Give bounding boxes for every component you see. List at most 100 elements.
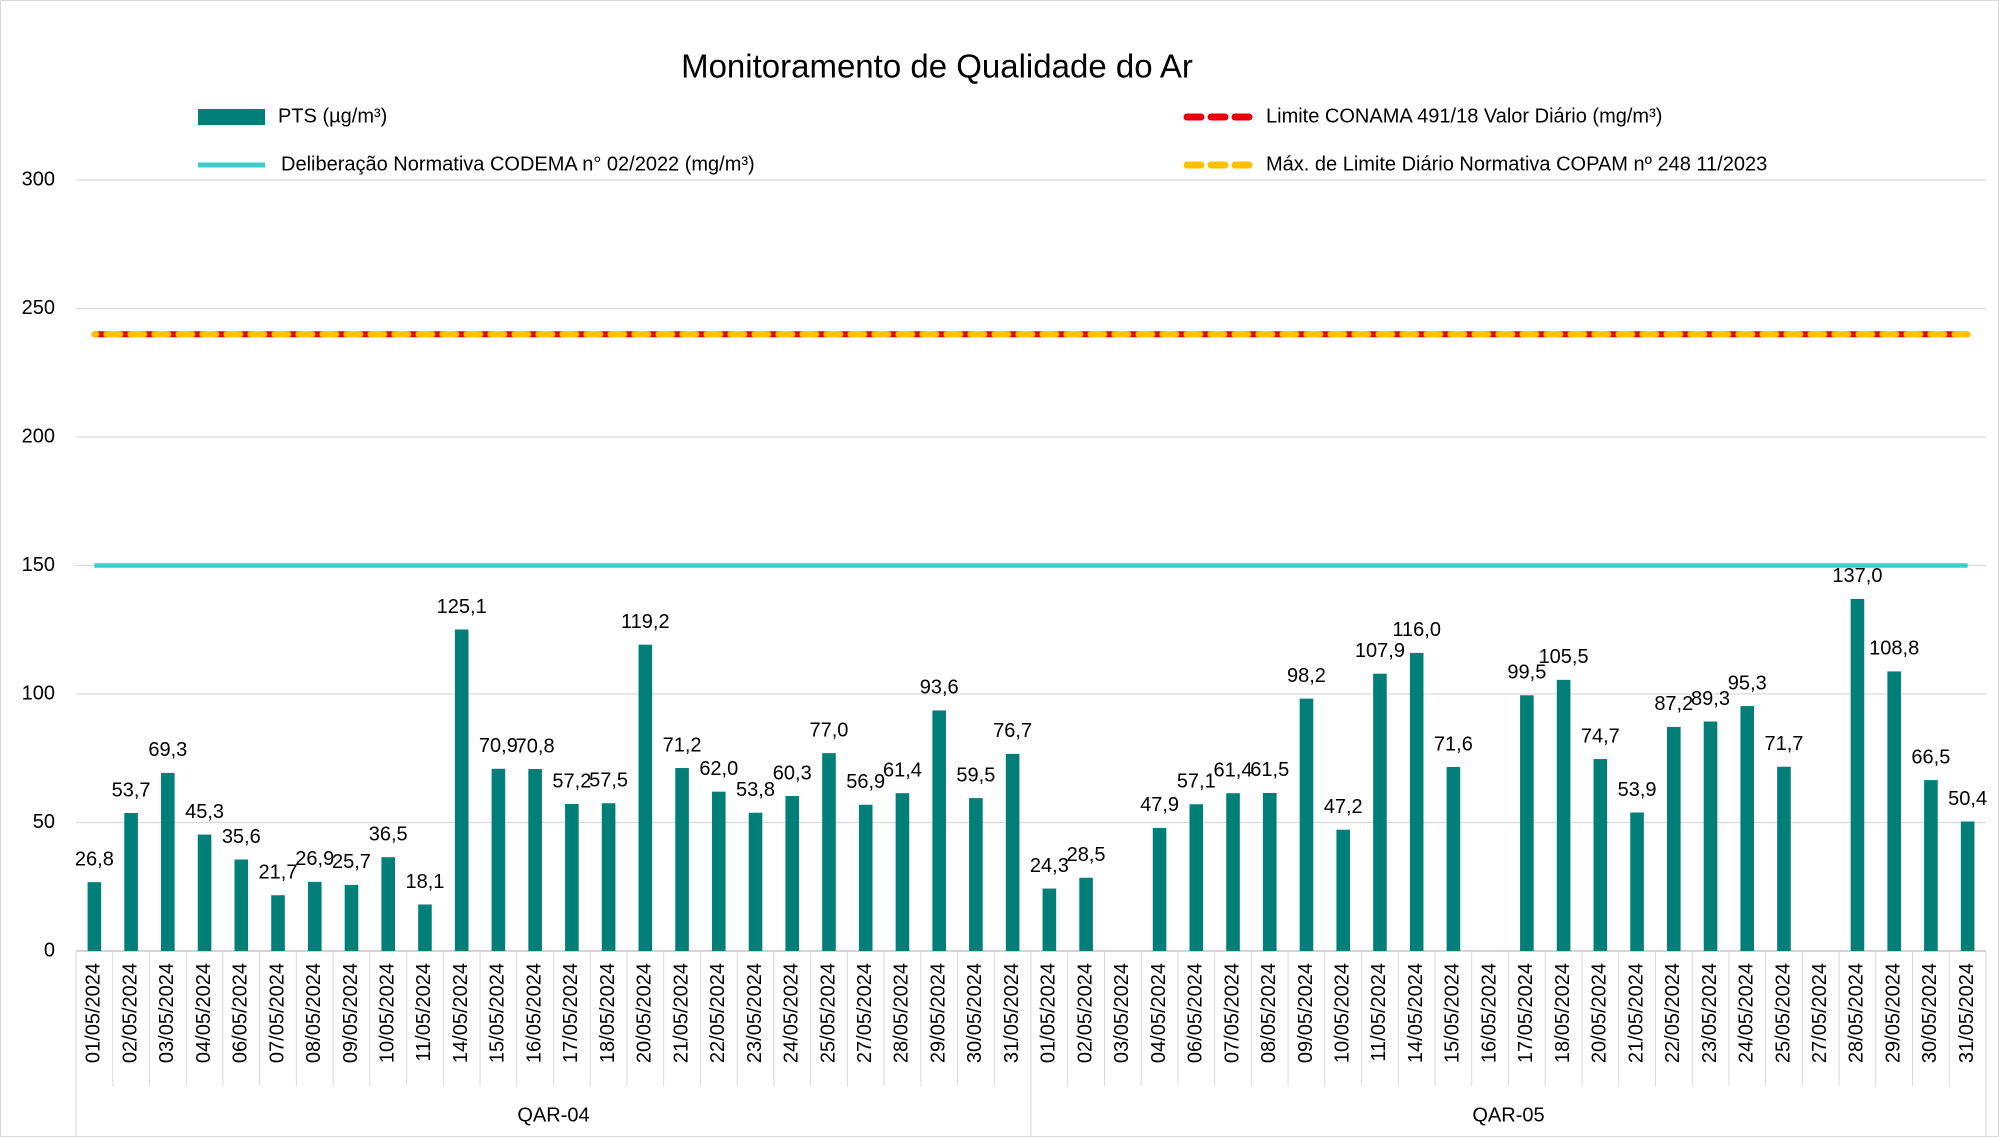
bar: [491, 768, 506, 951]
x-tick-label: 24/05/2024: [1736, 963, 1758, 1063]
bar: [1850, 598, 1865, 951]
bar: [1079, 877, 1093, 951]
group-label: QAR-05: [1472, 1104, 1544, 1126]
bar: [197, 834, 212, 951]
bar: [87, 882, 102, 951]
data-label: 93,6: [920, 677, 959, 699]
x-tick-label: 04/05/2024: [193, 963, 215, 1063]
bar: [344, 884, 359, 951]
legend-label: Máx. de Limite Diário Normativa COPAM nº…: [1266, 153, 1767, 175]
legend-label: Deliberação Normativa CODEMA n° 02/2022 …: [281, 153, 755, 175]
data-label: 98,2: [1287, 665, 1326, 687]
bar: [1593, 759, 1608, 951]
x-tick-label: 31/05/2024: [1956, 963, 1978, 1063]
x-tick-label: 24/05/2024: [781, 963, 803, 1063]
x-tick-label: 27/05/2024: [854, 963, 876, 1063]
data-label: 116,0: [1392, 619, 1441, 641]
x-tick-label: 21/05/2024: [1625, 963, 1647, 1063]
data-label: 99,5: [1507, 662, 1546, 684]
group-label: QAR-04: [517, 1104, 589, 1126]
y-tick-label: 300: [22, 168, 55, 190]
y-tick-label: 150: [22, 554, 55, 576]
data-label: 70,8: [516, 735, 555, 757]
x-tick-label: 11/05/2024: [1368, 963, 1390, 1062]
bar: [418, 904, 432, 951]
x-tick-label: 31/05/2024: [1001, 963, 1023, 1063]
x-tick-label: 03/05/2024: [1111, 963, 1133, 1063]
x-tick-label: 23/05/2024: [1699, 963, 1721, 1063]
data-label: 50,4: [1948, 788, 1987, 810]
bar: [1446, 766, 1461, 951]
data-label: 108,8: [1869, 638, 1919, 660]
x-tick-label: 30/05/2024: [964, 963, 986, 1063]
bar: [1777, 766, 1791, 951]
data-label: 77,0: [810, 719, 849, 741]
x-tick-label: 07/05/2024: [1221, 963, 1243, 1063]
x-tick-label: 17/05/2024: [1515, 963, 1537, 1063]
legend-label: PTS (µg/m³): [278, 105, 387, 127]
data-label: 47,9: [1140, 794, 1179, 816]
bar: [1887, 671, 1901, 951]
data-label: 47,2: [1324, 796, 1363, 818]
bar: [454, 629, 469, 951]
x-tick-label: 20/05/2024: [1589, 963, 1611, 1063]
bar: [1960, 821, 1975, 951]
bar: [124, 812, 138, 951]
bar: [895, 793, 910, 951]
chart-title: Monitoramento de Qualidade do Ar: [681, 48, 1193, 85]
x-tick-label: 16/05/2024: [1478, 963, 1500, 1063]
bar: [638, 644, 653, 951]
bar: [1924, 780, 1938, 951]
bar: [1042, 888, 1057, 951]
x-tick-label: 08/05/2024: [303, 963, 325, 1063]
x-tick-label: 21/05/2024: [670, 963, 692, 1063]
data-label: 137,0: [1832, 565, 1882, 587]
x-tick-label: 28/05/2024: [891, 963, 913, 1063]
x-tick-label: 01/05/2024: [1038, 963, 1060, 1063]
bar: [1666, 726, 1681, 951]
y-tick-label: 100: [22, 682, 55, 704]
data-label: 26,8: [75, 848, 114, 870]
data-label: 57,5: [589, 770, 628, 792]
x-tick-label: 03/05/2024: [156, 963, 178, 1063]
bar: [1556, 679, 1571, 951]
bar: [969, 798, 983, 951]
bar: [858, 804, 873, 951]
data-label: 57,1: [1177, 771, 1216, 793]
x-tick-label: 29/05/2024: [1882, 963, 1904, 1063]
x-tick-label: 18/05/2024: [1552, 963, 1574, 1063]
y-tick-label: 0: [44, 939, 55, 961]
bar: [1189, 804, 1204, 951]
bar: [675, 768, 689, 951]
x-tick-label: 02/05/2024: [1074, 963, 1096, 1063]
x-tick-label: 22/05/2024: [707, 963, 729, 1063]
y-tick-label: 200: [22, 425, 55, 447]
x-tick-label: 15/05/2024: [487, 963, 509, 1063]
bar: [234, 859, 249, 951]
x-tick-label: 22/05/2024: [1662, 963, 1684, 1063]
legend-label: Limite CONAMA 491/18 Valor Diário (mg/m³…: [1266, 105, 1662, 127]
data-label: 24,3: [1030, 855, 1069, 877]
bar: [1336, 829, 1351, 951]
x-tick-label: 08/05/2024: [1258, 963, 1280, 1063]
x-tick-label: 27/05/2024: [1809, 963, 1831, 1063]
bar: [785, 796, 800, 951]
data-label: 71,7: [1765, 733, 1804, 755]
data-label: 56,9: [846, 771, 885, 793]
bar: [528, 769, 542, 951]
bar: [1740, 706, 1755, 951]
bar: [1520, 695, 1534, 951]
x-tick-label: 30/05/2024: [1919, 963, 1941, 1063]
x-tick-label: 09/05/2024: [340, 963, 362, 1063]
data-label: 66,5: [1911, 746, 1950, 768]
x-tick-label: 02/05/2024: [119, 963, 141, 1063]
data-label: 26,9: [295, 848, 334, 870]
data-label: 95,3: [1728, 672, 1767, 694]
bar: [1409, 652, 1424, 951]
bar: [711, 791, 726, 951]
data-label: 71,2: [663, 734, 702, 756]
x-tick-label: 18/05/2024: [597, 963, 619, 1063]
data-label: 21,7: [259, 862, 298, 884]
